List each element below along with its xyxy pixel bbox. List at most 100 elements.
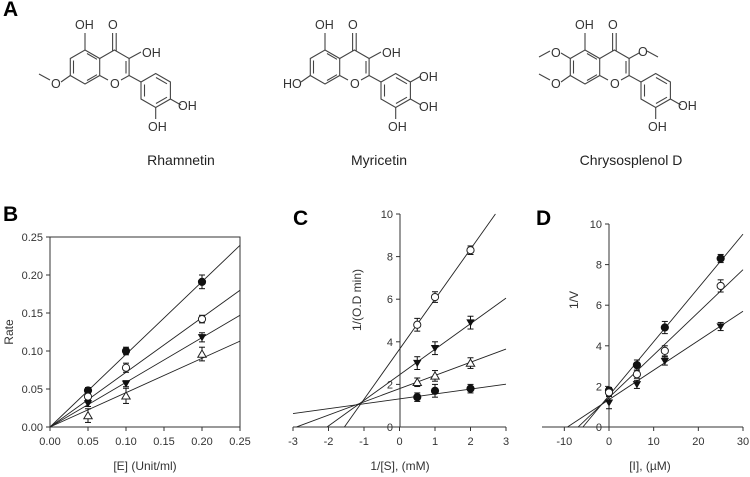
y-tick-label: 0.15 [22, 308, 43, 320]
panel-label-a: A [3, 0, 19, 21]
compound-name-chrysosplenol-d: Chrysosplenol D [579, 152, 683, 168]
x-tick-label: 1 [432, 436, 438, 448]
y-tick-label: 10 [590, 219, 602, 231]
svg-text:O: O [551, 46, 561, 60]
x-tick-label: 0.00 [39, 436, 60, 448]
molecular-structures: O OH OH O O OH OH O OH OH O HO OH OH OH [38, 18, 697, 134]
y-tick-label: 0.10 [22, 346, 43, 358]
data-point-open-triangle-up [196, 349, 208, 358]
data-series-2 [567, 310, 744, 428]
svg-text:O: O [108, 18, 118, 32]
data-series-3 [49, 340, 241, 428]
svg-text:OH: OH [419, 100, 438, 114]
fit-line [49, 245, 241, 428]
svg-text:O: O [110, 77, 120, 91]
data-point-filled-triangle-down [430, 344, 440, 353]
x-tick-label: 20 [692, 436, 704, 448]
axes: -3 -2 -1 0 1 2 3 0 2 4 6 8 10 1/[S], (mM) 1/(O.D min) [288, 209, 509, 473]
axes: 0.00 0.05 0.10 0.15 0.20 0.25 0.00 0.05 0.10 0.15… [2, 232, 251, 473]
data-point-filled-circle [430, 386, 440, 395]
x-tick-label: -1 [359, 436, 369, 448]
x-tick-label: 0 [396, 436, 402, 448]
data-series-0 [344, 213, 496, 428]
panel-label-b: B [3, 203, 19, 226]
x-tick-label: 10 [648, 436, 660, 448]
svg-text:O: O [610, 77, 620, 91]
compound-name-myricetin: Myricetin [350, 152, 407, 168]
data-point-filled-triangle-down [716, 323, 725, 331]
svg-text:O: O [350, 77, 360, 91]
y-tick-label: 0 [387, 422, 393, 434]
data-point-open-circle [604, 388, 614, 397]
panel-label-c: C [293, 207, 309, 230]
data-point-filled-triangle-down [604, 399, 614, 407]
data-point-open-triangle-up [120, 390, 132, 400]
y-tick-label: 8 [387, 252, 393, 264]
svg-text:OH: OH [382, 46, 401, 60]
y-tick-label: 6 [387, 294, 393, 306]
data-point-filled-triangle-down [197, 334, 207, 342]
svg-text:OH: OH [75, 18, 94, 32]
panel-label-d: D [536, 207, 552, 230]
data-point-open-circle [632, 370, 642, 379]
data-point-open-circle [660, 346, 669, 355]
svg-text:O: O [51, 77, 61, 91]
x-tick-label: 0.10 [115, 436, 136, 448]
y-tick-label: 2 [596, 381, 602, 393]
data-point-filled-triangle-down [466, 319, 475, 327]
data-point-filled-circle [197, 277, 207, 286]
data-series-2 [49, 314, 241, 428]
x-axis-title: [I], (µM) [629, 459, 671, 473]
data-point-open-circle [466, 246, 475, 255]
y-tick-label: 4 [387, 337, 393, 349]
data-point-open-triangle-up [82, 410, 94, 420]
y-tick-label: 0.00 [22, 422, 43, 434]
x-tick-label: 0.05 [77, 436, 98, 448]
data-point-open-circle [197, 314, 207, 324]
data-point-filled-circle [632, 360, 642, 370]
data-point-open-triangle-up [412, 377, 423, 386]
data-point-filled-circle [413, 393, 422, 402]
y-tick-label: 10 [381, 209, 393, 221]
data-point-filled-triangle-down [413, 359, 422, 368]
x-axis-title: [E] (Unit/ml) [113, 459, 176, 473]
y-tick-label: 0.25 [22, 232, 43, 244]
x-tick-label: 0 [606, 436, 612, 448]
x-tick-label: 2 [467, 436, 473, 448]
svg-text:OH: OH [419, 70, 438, 84]
y-tick-label: 6 [596, 300, 602, 312]
x-tick-label: 30 [737, 436, 749, 448]
data-point-open-circle [413, 320, 422, 329]
data-point-open-triangle-up [465, 358, 476, 367]
x-tick-label: -3 [288, 436, 298, 448]
data-point-filled-circle [716, 254, 725, 263]
y-tick-label: 2 [387, 379, 393, 391]
data-point-filled-triangle-down [660, 357, 670, 366]
x-tick-label: 3 [503, 436, 509, 448]
svg-text:O: O [638, 45, 648, 59]
svg-text:OH: OH [178, 99, 197, 113]
y-tick-label: 4 [596, 341, 602, 353]
chrysosplenol-d-structure: O OH O O O O OH OH [538, 18, 697, 134]
rhamnetin-structure: O OH OH O O OH OH [38, 18, 197, 134]
fit-line [49, 340, 241, 428]
x-tick-label: 0.25 [229, 436, 250, 448]
data-point-filled-triangle-down [83, 400, 93, 408]
data-series-2 [296, 348, 507, 428]
svg-text:OH: OH [148, 120, 167, 134]
svg-text:O: O [348, 18, 358, 32]
compound-name-rhamnetin: Rhamnetin [147, 152, 215, 168]
y-tick-label: 0 [596, 422, 602, 434]
data-point-filled-triangle-down [121, 380, 131, 388]
data-point-open-circle [430, 292, 440, 302]
data-point-filled-triangle-down [632, 381, 642, 389]
fit-line [49, 314, 241, 428]
svg-text:O: O [608, 18, 618, 32]
data-point-open-circle [121, 363, 131, 372]
svg-text:OH: OH [648, 120, 667, 134]
x-axis-title: 1/[S], (mM) [370, 459, 429, 473]
y-tick-label: 0.05 [22, 384, 43, 396]
data-point-open-circle [716, 281, 725, 291]
y-axis-title: 1/(O.D min) [350, 269, 364, 331]
